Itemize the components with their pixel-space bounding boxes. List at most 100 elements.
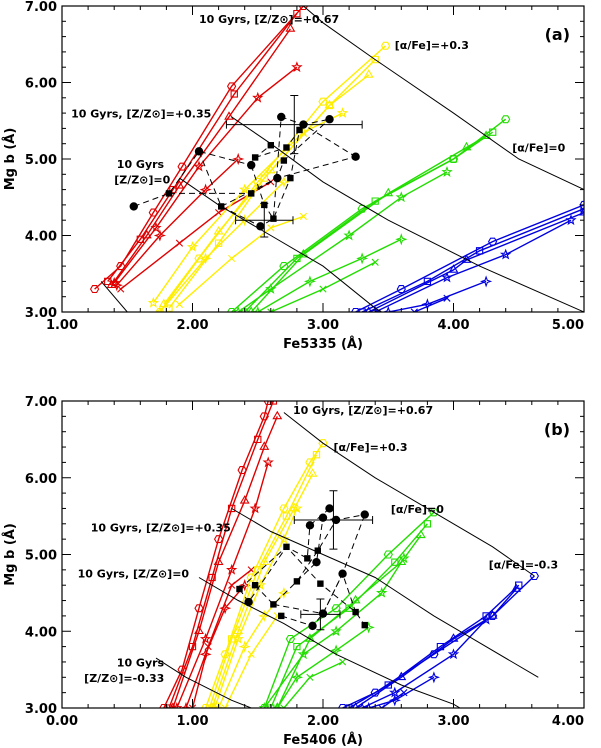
model-marker-cross [215,208,223,217]
model-marker-cross [188,704,197,708]
model-marker-star4 [362,701,375,708]
data-point-circle [325,504,334,513]
data-point-square [293,578,301,585]
plot-area [155,401,540,708]
annotation-label: 10 Gyrs, [Z/Z⊙]=+0.35 [91,521,231,534]
model-line-triangle [276,534,422,708]
dashed-link-4 [296,517,337,582]
model-marker-hexagon [226,82,237,91]
model-line-star4 [185,584,246,708]
axis-ticks [61,5,585,313]
model-marker-hexagon [285,634,296,643]
model-marker-triangle [213,556,224,566]
model-marker-star4 [277,175,290,188]
data-point-circle [325,115,334,124]
model-line-triangle [211,473,314,708]
dashed-link-2 [281,514,366,627]
model-marker-star4 [427,671,440,684]
model-marker-star [395,191,408,203]
model-marker-star [199,632,212,644]
annotation-label: 10 Gyrs, [Z/Z⊙]=+0.35 [71,108,211,121]
model-line-hexagon [342,575,535,708]
model-marker-triangle [141,229,152,239]
model-marker-cross [338,658,347,666]
model-marker-triangle [324,99,335,109]
model-marker-square [345,704,353,708]
model-line-triangle [250,135,487,312]
model-marker-cross [306,673,314,681]
data-point-circle [351,152,360,161]
model-marker-hexagon [380,41,391,50]
x-tick-label: 4.00 [552,714,584,729]
x-tick-label: 0.00 [46,714,78,729]
model-marker-triangle [285,23,296,32]
model-marker-star4 [479,275,493,288]
model-marker-hexagon [177,162,187,171]
model-line-star4 [276,626,370,708]
model-marker-star4 [199,252,212,265]
model-marker-star4 [330,644,343,657]
model-marker-star [225,563,238,575]
data-point-circle [247,160,256,170]
model-line-star [374,219,572,312]
y-tick-label: 4.00 [25,230,57,245]
model-marker-square [423,520,432,528]
data-point-circle [318,513,328,522]
model-marker-triangle [174,180,185,189]
model-marker-square [515,581,523,589]
model-marker-star4 [212,701,225,708]
model-group-1 [147,41,391,312]
model-line-star4 [159,181,285,312]
data-point-circle [308,621,317,631]
model-marker-star [150,221,162,233]
model-marker-square [475,247,484,255]
model-marker-hexagon [298,6,309,11]
annotation-label: 10 Gyrs [117,158,165,171]
model-marker-star4 [290,671,304,684]
data-point-circle [129,202,138,211]
model-marker-cross [378,704,386,708]
model-marker-star [171,701,183,708]
model-marker-star [262,456,274,468]
model-group-3 [350,200,584,312]
model-marker-hexagon [357,204,367,213]
model-marker-cross [267,308,275,312]
model-line-hexagon [159,45,387,312]
model-marker-triangle [259,441,270,450]
model-line-star [214,508,298,708]
data-point-circle [338,569,347,578]
model-group-3 [337,571,540,708]
model-marker-star4 [251,305,264,312]
model-marker-star [278,533,290,545]
model-marker-star4 [153,229,167,242]
data-point-square [361,621,368,629]
data-point-square [283,144,290,151]
model-group-2 [258,508,439,708]
model-marker-triangle [265,164,276,174]
model-line-cross [191,569,252,708]
model-marker-hexagon [429,508,439,517]
model-group-1 [200,439,328,708]
model-marker-square [267,704,275,708]
model-marker-square [230,90,238,98]
model-line-square [107,13,298,282]
model-marker-cross [299,212,308,220]
model-marker-cross [228,581,236,589]
plot-area [89,6,584,312]
model-marker-triangle [272,410,283,420]
model-marker-square [312,451,321,459]
y-axis-title: Mg b (Å) [2,523,18,586]
model-marker-square [269,401,278,405]
annotation-label: 10 Gyrs, [Z/Z⊙]=0 [78,568,190,581]
annotation-label: 10 Gyrs [117,657,165,670]
annotation-label: 10 Gyrs, [Z/Z⊙]=+0.67 [199,13,339,26]
data-point-square [270,215,277,222]
dashed-link-3 [250,116,356,221]
model-group-0 [159,401,283,708]
data-point-square [296,126,303,134]
model-marker-cross [221,704,229,708]
model-marker-hexagon [220,650,230,659]
model-marker-triangle [239,495,250,504]
model-marker-hexagon [529,571,540,581]
x-tick-label: 3.00 [437,714,469,729]
